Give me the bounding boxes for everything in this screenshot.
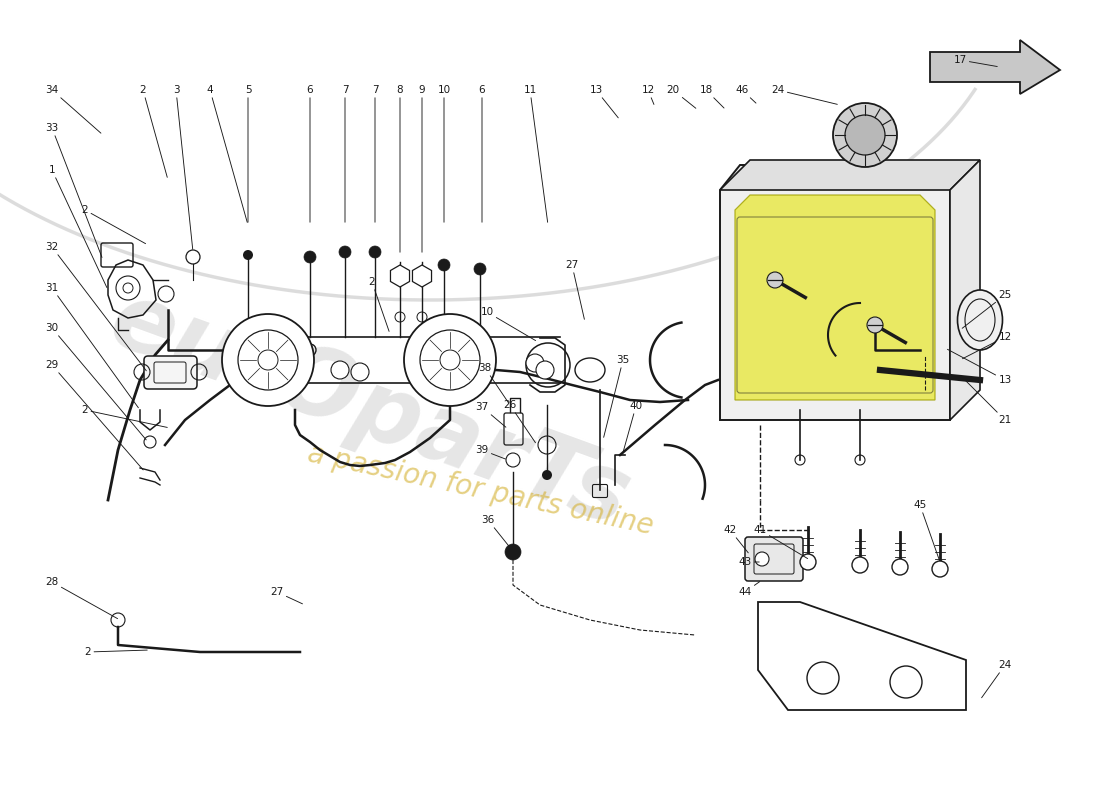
Text: 6: 6 — [307, 85, 314, 222]
Text: 6: 6 — [478, 85, 485, 222]
Text: 5: 5 — [244, 85, 251, 222]
Circle shape — [339, 246, 351, 258]
Text: 9: 9 — [419, 85, 426, 252]
Circle shape — [932, 561, 948, 577]
Text: 42: 42 — [724, 525, 748, 553]
Text: a passion for parts online: a passion for parts online — [305, 440, 656, 540]
Text: 7: 7 — [372, 85, 378, 222]
Circle shape — [755, 552, 769, 566]
Text: 25: 25 — [962, 290, 1012, 328]
Circle shape — [222, 314, 314, 406]
Text: 27: 27 — [271, 587, 303, 604]
Circle shape — [526, 354, 544, 372]
Text: 35: 35 — [604, 355, 629, 438]
Text: 32: 32 — [45, 242, 146, 370]
Text: 10: 10 — [481, 307, 536, 341]
Text: 43: 43 — [738, 557, 759, 567]
Text: 37: 37 — [475, 402, 506, 427]
Text: 46: 46 — [736, 85, 756, 103]
Circle shape — [536, 361, 554, 379]
Text: 26: 26 — [504, 400, 536, 442]
Text: 4: 4 — [207, 85, 248, 222]
Text: 38: 38 — [478, 363, 508, 402]
Circle shape — [845, 115, 886, 155]
Text: 13: 13 — [590, 85, 618, 118]
Polygon shape — [720, 165, 950, 420]
Polygon shape — [412, 265, 431, 287]
Circle shape — [438, 259, 450, 271]
Text: 36: 36 — [482, 515, 510, 548]
Text: 3: 3 — [173, 85, 192, 250]
Text: 45: 45 — [913, 500, 939, 559]
Text: 2: 2 — [85, 647, 147, 657]
Text: 7: 7 — [342, 85, 349, 222]
Polygon shape — [950, 160, 980, 420]
Circle shape — [833, 103, 896, 167]
Text: 40: 40 — [623, 401, 642, 454]
Circle shape — [505, 544, 521, 560]
Circle shape — [331, 361, 349, 379]
Circle shape — [368, 246, 381, 258]
Polygon shape — [930, 40, 1060, 94]
Circle shape — [767, 272, 783, 288]
Text: 2: 2 — [140, 85, 167, 178]
Text: 13: 13 — [947, 350, 1012, 385]
Ellipse shape — [957, 290, 1002, 350]
Circle shape — [404, 314, 496, 406]
Circle shape — [351, 363, 369, 381]
Circle shape — [474, 263, 486, 275]
Text: 18: 18 — [700, 85, 724, 108]
Text: 2: 2 — [81, 405, 167, 427]
Text: 12: 12 — [641, 85, 654, 105]
Text: 44: 44 — [738, 582, 760, 597]
Text: 39: 39 — [475, 445, 505, 459]
FancyBboxPatch shape — [144, 356, 197, 389]
Text: 34: 34 — [45, 85, 101, 133]
Text: 24: 24 — [981, 660, 1012, 698]
Circle shape — [304, 251, 316, 263]
Text: 30: 30 — [45, 323, 146, 440]
Text: 33: 33 — [45, 123, 102, 258]
Text: 10: 10 — [438, 85, 451, 222]
Circle shape — [243, 250, 253, 260]
Text: 41: 41 — [754, 525, 807, 558]
Text: 2: 2 — [81, 205, 145, 244]
Text: 28: 28 — [45, 577, 118, 618]
Text: eurOparTs: eurOparTs — [98, 274, 642, 546]
Text: 27: 27 — [565, 260, 584, 319]
Text: 1: 1 — [48, 165, 107, 287]
Polygon shape — [390, 265, 409, 287]
Text: 2: 2 — [368, 277, 389, 331]
Text: 21: 21 — [962, 377, 1012, 425]
Circle shape — [800, 554, 816, 570]
Text: 17: 17 — [954, 55, 998, 66]
Text: 20: 20 — [667, 85, 696, 108]
Circle shape — [542, 470, 552, 480]
Text: 29: 29 — [45, 360, 143, 470]
Circle shape — [852, 557, 868, 573]
Text: 11: 11 — [524, 85, 548, 222]
Circle shape — [892, 559, 907, 575]
Polygon shape — [735, 195, 935, 400]
FancyBboxPatch shape — [745, 537, 803, 581]
Text: 24: 24 — [771, 85, 837, 104]
Text: 8: 8 — [397, 85, 404, 252]
Text: 12: 12 — [962, 332, 1012, 358]
Polygon shape — [720, 160, 980, 190]
Circle shape — [867, 317, 883, 333]
Text: 31: 31 — [45, 283, 139, 408]
